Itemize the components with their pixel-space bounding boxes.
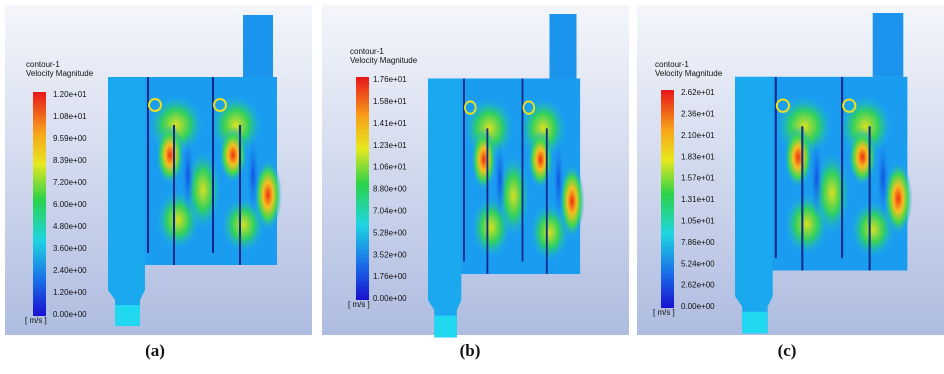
unit-label: [ m/s ] <box>25 316 47 325</box>
legend-title: contour-1 <box>350 47 384 56</box>
scale-label: 5.28e+00 <box>373 228 407 237</box>
scale-label: 9.59e+00 <box>53 134 87 143</box>
scale-label: 1.20e+01 <box>53 90 87 99</box>
legend-subtitle: Velocity Magnitude <box>655 69 723 78</box>
scale-label: 1.76e+01 <box>373 75 407 84</box>
unit-label: [ m/s ] <box>653 308 675 317</box>
legend-title: contour-1 <box>26 60 60 69</box>
scale-label: 7.20e+00 <box>53 178 87 187</box>
scale-label: 1.58e+01 <box>373 97 407 106</box>
scale-label: 1.08e+01 <box>53 112 87 121</box>
unit-label: [ m/s ] <box>348 300 370 309</box>
scale-label: 1.06e+01 <box>373 163 407 172</box>
panel-caption: (b) <box>460 341 481 360</box>
scale-label: 7.04e+00 <box>373 207 407 216</box>
scale-label: 2.62e+00 <box>681 281 715 290</box>
panel-caption: (c) <box>778 341 797 360</box>
scale-label: 1.23e+01 <box>373 141 407 150</box>
scale-label: 1.31e+01 <box>681 195 715 204</box>
scale-label: 1.41e+01 <box>373 119 407 128</box>
scale-label: 2.62e+01 <box>681 88 715 97</box>
scale-label: 8.39e+00 <box>53 156 87 165</box>
scale-label: 1.76e+00 <box>373 272 407 281</box>
scale-label: 8.80e+00 <box>373 185 407 194</box>
scale-label: 2.36e+01 <box>681 110 715 119</box>
scale-label: 1.57e+01 <box>681 174 715 183</box>
color-bar <box>661 90 674 308</box>
scale-label: 1.05e+01 <box>681 217 715 226</box>
scale-label: 1.83e+01 <box>681 152 715 161</box>
color-bar <box>356 77 369 300</box>
scale-label: 4.80e+00 <box>53 222 87 231</box>
scale-label: 2.40e+00 <box>53 266 87 275</box>
legend-subtitle: Velocity Magnitude <box>26 69 94 78</box>
scale-label: 3.60e+00 <box>53 244 87 253</box>
panel-caption: (a) <box>145 341 165 360</box>
scale-label: 0.00e+00 <box>373 294 407 303</box>
scale-label: 5.24e+00 <box>681 259 715 268</box>
scale-label: 0.00e+00 <box>681 302 715 311</box>
scale-label: 3.52e+00 <box>373 250 407 259</box>
color-bar <box>33 92 46 316</box>
scale-label: 6.00e+00 <box>53 200 87 209</box>
scale-label: 2.10e+01 <box>681 131 715 140</box>
scale-label: 7.86e+00 <box>681 238 715 247</box>
legend-subtitle: Velocity Magnitude <box>350 56 418 65</box>
scale-label: 0.00e+00 <box>53 310 87 319</box>
scale-label: 1.20e+00 <box>53 288 87 297</box>
legend-title: contour-1 <box>655 60 689 69</box>
